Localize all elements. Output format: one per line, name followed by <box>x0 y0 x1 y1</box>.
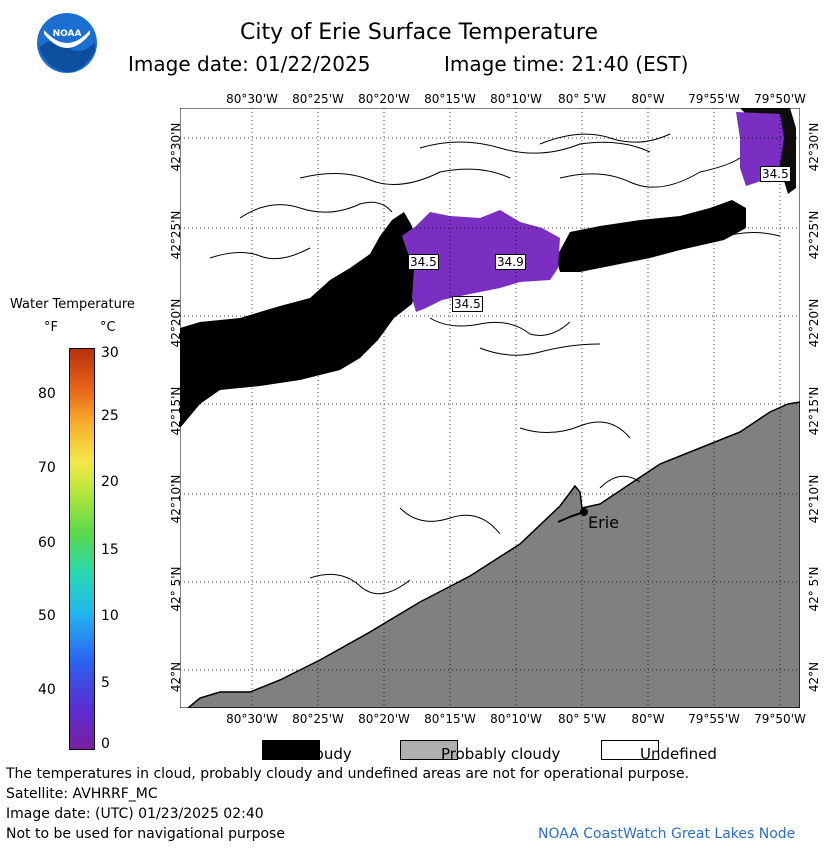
lat-label: 42°20'N <box>807 298 821 348</box>
image-date-utc: Image date: (UTC) 01/23/2025 02:40 <box>6 806 264 822</box>
lon-label: 80°30'W <box>226 92 278 106</box>
lon-label: 80°W <box>631 712 665 726</box>
lon-label: 80°10'W <box>490 92 542 106</box>
map-title: City of Erie Surface Temperature <box>239 20 599 45</box>
lat-label: 42°30'N <box>169 122 183 172</box>
scale-title: Water Temperature <box>10 297 135 312</box>
lon-label: 80°20'W <box>358 92 410 106</box>
lon-label: 80°W <box>631 92 665 106</box>
unit-fahrenheit: °F <box>44 320 58 335</box>
disclaimer: The temperatures in cloud, probably clou… <box>6 766 690 782</box>
temp-label: 34.5 <box>452 296 483 312</box>
water-temp-region <box>402 210 560 312</box>
lon-label: 80°10'W <box>490 712 542 726</box>
lon-label: 79°50'W <box>754 712 806 726</box>
f-tick: 60 <box>38 535 56 551</box>
lat-label: 42° 5'N <box>807 566 821 612</box>
lat-label: 42°15'N <box>169 386 183 436</box>
lon-label: 79°50'W <box>754 92 806 106</box>
lon-label: 80° 5'W <box>558 92 606 106</box>
lat-label: 42° 5'N <box>169 566 183 612</box>
legend-undefined: Undefined <box>640 745 717 763</box>
image-time: Image time: 21:40 (EST) <box>444 52 689 76</box>
lat-label: 42°20'N <box>169 298 183 348</box>
navigation-warning: Not to be used for navigational purpose <box>6 826 285 842</box>
c-tick: 0 <box>101 736 110 752</box>
lon-label: 79°55'W <box>688 92 740 106</box>
c-tick: 10 <box>101 608 119 624</box>
legend-undefined-swatch <box>601 740 659 760</box>
lat-label: 42°N <box>807 661 821 693</box>
lon-label: 80°15'W <box>424 712 476 726</box>
c-tick: 15 <box>101 542 119 558</box>
c-tick: 30 <box>101 345 119 361</box>
c-tick: 25 <box>101 408 119 424</box>
temp-label: 34.5 <box>408 254 439 270</box>
lat-label: 42°25'N <box>807 210 821 260</box>
temp-label: 34.9 <box>495 254 526 270</box>
image-date: Image date: 01/22/2025 <box>128 52 371 76</box>
color-scale-bar <box>69 348 95 750</box>
land-area <box>186 401 800 708</box>
satellite: Satellite: AVHRRF_MC <box>6 786 158 802</box>
lon-label: 80°25'W <box>292 92 344 106</box>
lon-label: 80°20'W <box>358 712 410 726</box>
city-label: Erie <box>588 513 619 532</box>
lon-label: 80° 5'W <box>558 712 606 726</box>
lon-label: 80°15'W <box>424 92 476 106</box>
lon-label: 80°25'W <box>292 712 344 726</box>
temp-label: 34.5 <box>760 166 791 182</box>
f-tick: 40 <box>38 682 56 698</box>
lat-label: 42°10'N <box>169 474 183 524</box>
f-tick: 50 <box>38 608 56 624</box>
f-tick: 70 <box>38 460 56 476</box>
lon-label: 80°30'W <box>226 712 278 726</box>
lat-label: 42°25'N <box>169 210 183 260</box>
c-tick: 20 <box>101 474 119 490</box>
noaa-logo: NOAA <box>37 13 97 73</box>
unit-celsius: °C <box>100 320 116 335</box>
credit: NOAA CoastWatch Great Lakes Node <box>538 826 796 842</box>
cloud-band <box>180 212 418 428</box>
lat-label: 42°10'N <box>807 474 821 524</box>
lat-label: 42°N <box>169 661 183 693</box>
lon-label: 79°55'W <box>688 712 740 726</box>
legend-cloudy-swatch <box>262 740 320 760</box>
svg-text:NOAA: NOAA <box>53 29 82 39</box>
legend-probably-cloudy: Probably cloudy <box>441 745 561 763</box>
c-tick: 5 <box>101 675 110 691</box>
legend-probably-cloudy-swatch <box>400 740 458 760</box>
legend-cloudy: Cloudy <box>300 745 352 763</box>
lat-label: 42°15'N <box>807 386 821 436</box>
f-tick: 80 <box>38 386 56 402</box>
temperature-map <box>180 108 800 708</box>
lat-label: 42°30'N <box>807 122 821 172</box>
